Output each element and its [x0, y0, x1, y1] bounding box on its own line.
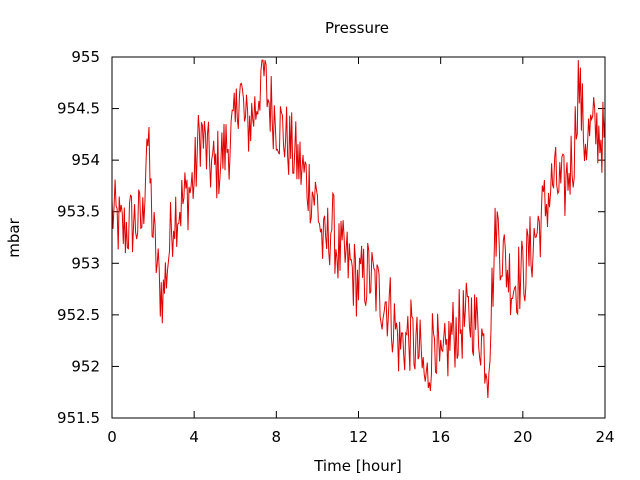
y-tick-label: 954 [71, 151, 100, 169]
x-tick-label: 24 [595, 428, 614, 446]
plot-frame [111, 56, 606, 419]
y-tick-label: 953 [71, 254, 100, 272]
y-tick-label: 952.5 [57, 306, 100, 324]
y-axis-label: mbar [5, 217, 23, 257]
x-tick-label: 16 [431, 428, 450, 446]
y-tick-label: 952 [71, 357, 100, 375]
y-tick-label: 954.5 [57, 100, 100, 118]
x-tick-label: 20 [513, 428, 532, 446]
x-tick-label: 12 [349, 428, 368, 446]
x-axis-label: Time [hour] [313, 457, 402, 475]
chart-title: Pressure [325, 19, 389, 37]
x-tick-label: 8 [272, 428, 282, 446]
y-tick-label: 955 [71, 48, 100, 66]
y-tick-label: 951.5 [57, 409, 100, 427]
x-tick-label: 4 [189, 428, 199, 446]
x-tick-label: 0 [107, 428, 117, 446]
pressure-series-line [111, 59, 606, 399]
y-tick-label: 953.5 [57, 203, 100, 221]
